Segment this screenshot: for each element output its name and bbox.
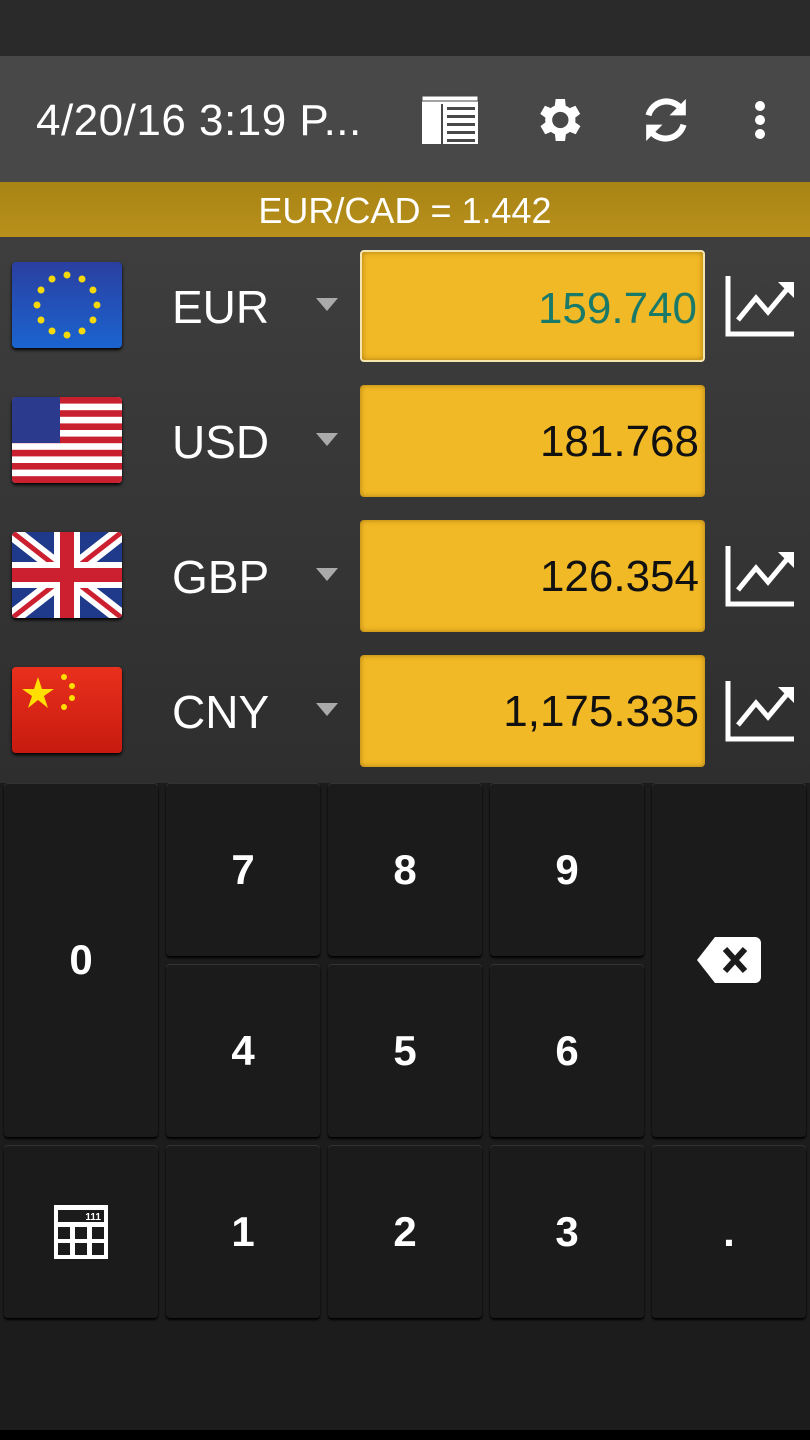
key-decimal[interactable]: .: [652, 1145, 806, 1318]
currency-row-eur: EUR 159.740: [0, 248, 810, 362]
uk-flag-icon[interactable]: [12, 532, 122, 618]
refresh-icon[interactable]: [636, 92, 696, 148]
chart-icon[interactable]: [724, 679, 796, 743]
navigation-bar: [0, 1430, 810, 1440]
amount-field[interactable]: 1,175.335: [360, 655, 705, 767]
amount-field[interactable]: 181.768: [360, 385, 705, 497]
dropdown-arrow-icon[interactable]: [316, 298, 338, 311]
currency-code[interactable]: EUR: [172, 281, 270, 333]
currency-row-gbp: GBP 126.354: [0, 518, 810, 632]
currency-row-usd: USD 181.768: [0, 383, 810, 497]
key-7[interactable]: 7: [166, 783, 320, 956]
key-1[interactable]: 1: [166, 1145, 320, 1318]
key-2[interactable]: 2: [328, 1145, 482, 1318]
amount-field[interactable]: 159.740: [360, 250, 705, 362]
currency-code[interactable]: GBP: [172, 551, 270, 603]
gear-icon[interactable]: [528, 92, 588, 148]
currency-list: EUR 159.740 USD 181.768 GBP 126.354 CNY …: [0, 237, 810, 783]
us-flag-icon[interactable]: [12, 397, 122, 483]
key-3[interactable]: 3: [490, 1145, 644, 1318]
cn-flag-icon[interactable]: [12, 667, 122, 753]
key-4[interactable]: 4: [166, 964, 320, 1137]
amount-field[interactable]: 126.354: [360, 520, 705, 632]
key-6[interactable]: 6: [490, 964, 644, 1137]
news-icon[interactable]: [420, 92, 480, 148]
currency-code[interactable]: CNY: [172, 686, 270, 738]
eu-flag-icon[interactable]: [12, 262, 122, 348]
dropdown-arrow-icon[interactable]: [316, 433, 338, 446]
currency-row-cny: CNY 1,175.335: [0, 653, 810, 767]
currency-code[interactable]: USD: [172, 416, 270, 468]
key-0[interactable]: 0: [4, 783, 158, 1137]
chart-icon[interactable]: [724, 274, 796, 338]
dropdown-arrow-icon[interactable]: [316, 703, 338, 716]
key-8[interactable]: 8: [328, 783, 482, 956]
calculator-button[interactable]: 111: [4, 1145, 158, 1318]
key-5[interactable]: 5: [328, 964, 482, 1137]
status-bar: [0, 0, 810, 56]
key-9[interactable]: 9: [490, 783, 644, 956]
backspace-icon: [697, 937, 761, 983]
exchange-rate-bar[interactable]: EUR/CAD = 1.442: [0, 182, 810, 237]
more-vert-icon[interactable]: [730, 92, 790, 148]
svg-text:111: 111: [85, 1212, 101, 1223]
toolbar: 4/20/16 3:19 P...: [0, 56, 810, 182]
calculator-icon: 111: [54, 1204, 108, 1259]
dropdown-arrow-icon[interactable]: [316, 568, 338, 581]
backspace-button[interactable]: [652, 783, 806, 1137]
last-update-title: 4/20/16 3:19 P...: [36, 96, 362, 145]
chart-icon[interactable]: [724, 544, 796, 608]
